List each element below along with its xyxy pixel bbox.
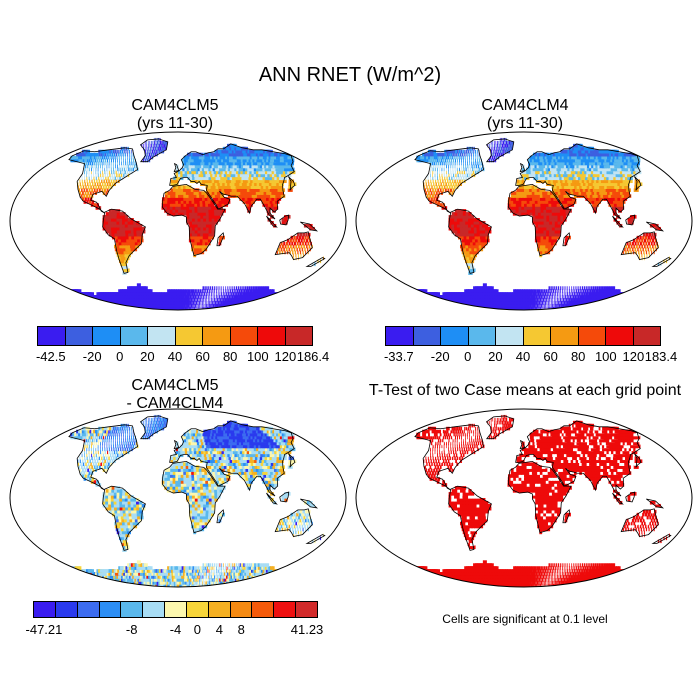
colorbar-panel2-labels: -33.7 -20 0 20 40 60 80 100 120 183.4 bbox=[383, 349, 677, 365]
cb2-tick-label: 60 bbox=[543, 349, 558, 364]
cb2-swatch-1 bbox=[413, 327, 441, 345]
cb2-swatch-7 bbox=[578, 327, 606, 345]
cb2-swatch-3 bbox=[468, 327, 496, 345]
cb3-swatch-1 bbox=[55, 602, 78, 617]
cb3-swatch-9 bbox=[230, 602, 253, 617]
cb3-swatch-6 bbox=[165, 602, 187, 617]
land-cells bbox=[69, 414, 324, 587]
cb1-tick-label: 120 bbox=[274, 349, 297, 364]
cb2-swatch-6 bbox=[551, 327, 579, 345]
cb3-swatch-7 bbox=[186, 602, 209, 617]
cb2-tick-label: 120 bbox=[622, 349, 645, 364]
cb1-swatch-9 bbox=[285, 327, 312, 345]
panel1-title: CAM4CLM5 (yrs 11-30) bbox=[50, 97, 300, 133]
cb1-tick-label: 20 bbox=[140, 349, 155, 364]
cb3-tick-label: -47.21 bbox=[25, 622, 63, 637]
cb3-swatch-8 bbox=[208, 602, 231, 617]
cb2-tick-label: 100 bbox=[594, 349, 617, 364]
colorbar-panel3 bbox=[33, 601, 318, 618]
map-border bbox=[9, 408, 347, 588]
colorbar-panel1 bbox=[37, 326, 313, 346]
cb3-tick-label: -8 bbox=[125, 622, 138, 637]
main-title: ANN RNET (W/m^2) bbox=[258, 64, 442, 86]
coastlines bbox=[68, 138, 326, 274]
cb2-swatch-0 bbox=[386, 327, 414, 345]
land-cells bbox=[69, 137, 324, 310]
map-border bbox=[9, 131, 347, 311]
cb3-swatch-12 bbox=[296, 602, 317, 617]
panel1-title-line1: CAM4CLM5 bbox=[131, 97, 219, 114]
cb1-tick-label: -42.5 bbox=[35, 349, 66, 364]
map-panel2 bbox=[355, 131, 693, 311]
coastlines bbox=[414, 138, 672, 274]
cb1-tick-label: 80 bbox=[222, 349, 238, 364]
cb1-swatch-5 bbox=[175, 327, 203, 345]
panel2-title-line2: (yrs 11-30) bbox=[486, 115, 564, 132]
cb3-swatch-4 bbox=[121, 602, 144, 617]
cb1-tick-label: 100 bbox=[246, 349, 269, 364]
colorbar-panel1-labels: -42.5 -20 0 20 40 60 80 100 120 186.4 bbox=[35, 349, 329, 365]
cb1-swatch-1 bbox=[65, 327, 93, 345]
cb3-swatch-0 bbox=[34, 602, 56, 617]
cb3-swatch-2 bbox=[77, 602, 100, 617]
map-panel4 bbox=[355, 408, 693, 588]
colorbar-panel2 bbox=[385, 326, 661, 346]
panel2-title-line1: CAM4CLM4 bbox=[481, 97, 569, 114]
cb3-swatch-5 bbox=[143, 602, 166, 617]
cb2-tick-label: 0 bbox=[464, 349, 472, 364]
cb3-tick-label: -4 bbox=[169, 622, 182, 637]
panel1-title-line2: (yrs 11-30) bbox=[136, 115, 214, 132]
cb1-tick-label: -20 bbox=[82, 349, 102, 364]
map-panel3 bbox=[9, 408, 347, 588]
cb1-tick-label: 0 bbox=[116, 349, 124, 364]
panel3-title: CAM4CLM5 - CAM4CLM4 bbox=[50, 377, 300, 413]
cb3-tick-label: 4 bbox=[215, 622, 223, 637]
land-cells bbox=[415, 137, 670, 310]
panel2-title: CAM4CLM4 (yrs 11-30) bbox=[400, 97, 650, 133]
cb2-tick-label: 80 bbox=[570, 349, 586, 364]
panel4-footnote: Cells are significant at 0.1 level bbox=[442, 612, 608, 626]
cb2-swatch-9 bbox=[633, 327, 660, 345]
cb2-tick-label: -20 bbox=[430, 349, 450, 364]
colorbar-panel3-labels: -47.21 -8 -4 0 4 8 41.23 bbox=[26, 622, 324, 638]
cb2-tick-label: 40 bbox=[515, 349, 531, 364]
cb1-swatch-2 bbox=[93, 327, 121, 345]
cb1-swatch-6 bbox=[203, 327, 231, 345]
panel3-title-line2: - CAM4CLM4 bbox=[126, 395, 224, 412]
map-border bbox=[355, 131, 693, 311]
cb3-tick-label: 41.23 bbox=[290, 622, 324, 637]
cb1-tick-label: 186.4 bbox=[296, 349, 330, 364]
land-cells bbox=[415, 414, 670, 587]
cb2-swatch-8 bbox=[606, 327, 634, 345]
cb3-swatch-3 bbox=[99, 602, 122, 617]
cb2-tick-label: -33.7 bbox=[383, 349, 414, 364]
cb3-tick-label: 0 bbox=[193, 622, 202, 637]
cb3-swatch-11 bbox=[274, 602, 297, 617]
cb1-swatch-8 bbox=[258, 327, 286, 345]
cb1-tick-label: 40 bbox=[167, 349, 183, 364]
coastlines bbox=[68, 415, 326, 551]
cb2-tick-label: 20 bbox=[488, 349, 503, 364]
cb1-swatch-4 bbox=[148, 327, 176, 345]
map-border bbox=[355, 408, 693, 588]
panel3-title-line1: CAM4CLM5 bbox=[131, 377, 219, 394]
cb2-swatch-5 bbox=[523, 327, 551, 345]
cb3-tick-label: 8 bbox=[237, 622, 245, 637]
cb3-swatch-10 bbox=[252, 602, 275, 617]
cb2-tick-label: 183.4 bbox=[644, 349, 678, 364]
cb1-tick-label: 60 bbox=[195, 349, 210, 364]
cb1-swatch-0 bbox=[38, 327, 66, 345]
cb1-swatch-3 bbox=[120, 327, 148, 345]
cb2-swatch-2 bbox=[441, 327, 469, 345]
cb1-swatch-7 bbox=[230, 327, 258, 345]
map-panel1 bbox=[9, 131, 347, 311]
coastlines bbox=[414, 415, 672, 551]
cb2-swatch-4 bbox=[496, 327, 524, 345]
panel4-title: T-Test of two Case means at each grid po… bbox=[368, 382, 682, 399]
